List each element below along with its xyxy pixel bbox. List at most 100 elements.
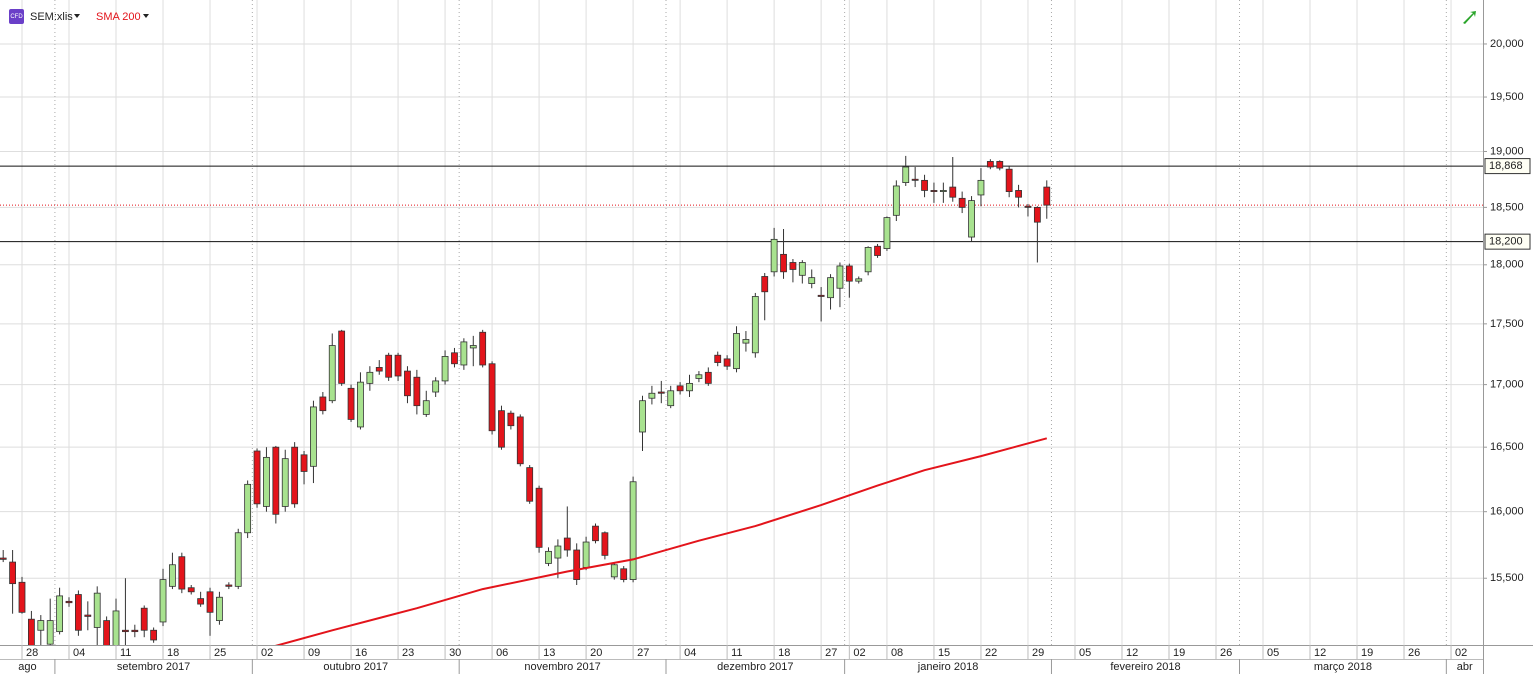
- x-tick-label: 11: [731, 647, 742, 659]
- plot-area: [0, 155, 1483, 645]
- x-tick-label: 05: [1267, 647, 1279, 659]
- candle-body: [93, 592, 101, 628]
- sma-line: [275, 437, 1048, 645]
- y-tick-label: 16,000: [1490, 506, 1524, 518]
- candle-body: [733, 333, 740, 370]
- candle-body: [874, 245, 881, 256]
- candle-body: [704, 371, 712, 384]
- candle-body: [1043, 186, 1051, 206]
- candle-body: [911, 178, 919, 181]
- x-tick-label: 13: [543, 647, 555, 659]
- trend-icon[interactable]: [1463, 11, 1476, 24]
- x-tick-label: 04: [73, 647, 85, 659]
- y-tick-label: 15,500: [1490, 572, 1524, 584]
- x-tick-label: 20: [590, 647, 602, 659]
- axes: 15,500 16,000 16,500 17,000 17,500 18,000 18,5…: [18, 38, 1531, 674]
- x-tick-label: 29: [1032, 647, 1044, 659]
- candle-body: [394, 354, 402, 377]
- candle-body: [930, 190, 938, 192]
- x-tick-label: 28: [26, 647, 38, 659]
- candle-body: [723, 358, 731, 367]
- candle-body: [178, 556, 186, 590]
- candle-body: [234, 532, 242, 587]
- candle-body: [253, 450, 261, 505]
- candle-body: [996, 161, 1004, 169]
- dropdown-arrow[interactable]: [74, 14, 80, 18]
- candle-body: [892, 185, 900, 216]
- badge: [9, 9, 24, 24]
- candle-body: [648, 392, 656, 399]
- x-tick-label: 18: [778, 647, 790, 659]
- x-tick-label: 23: [402, 647, 414, 659]
- candle-body: [780, 253, 787, 273]
- candle-body: [103, 620, 111, 645]
- x-tick-label: 26: [1220, 647, 1232, 659]
- candle-body: [582, 541, 590, 568]
- y-tick-label: 18,500: [1490, 201, 1524, 213]
- x-tick-label: 30: [449, 647, 461, 659]
- x-tick-label: 02: [261, 647, 273, 659]
- candle-body: [319, 396, 327, 412]
- candle-body: [65, 600, 73, 604]
- x-tick-label: 12: [1126, 647, 1138, 659]
- candle-body: [592, 525, 599, 542]
- candle-body: [883, 217, 891, 249]
- candle-body: [404, 370, 411, 397]
- x-tick-label: 19: [1361, 647, 1373, 659]
- candle-body: [789, 262, 797, 270]
- candle-body: [526, 467, 534, 502]
- candle-body: [479, 331, 487, 366]
- candle-body: [845, 265, 853, 282]
- candle-body: [770, 238, 778, 273]
- candle-body: [328, 345, 336, 402]
- month-label: outubro 2017: [323, 661, 388, 673]
- month-label: março 2018: [1314, 661, 1372, 673]
- candle-body: [864, 247, 872, 273]
- y-tick-label: 17,500: [1490, 318, 1524, 330]
- candle-body: [516, 416, 524, 465]
- y-tick-label: 17,000: [1490, 379, 1524, 391]
- y-tick-label: 19,000: [1490, 145, 1524, 157]
- candle-body: [629, 481, 637, 580]
- candle-body: [441, 356, 449, 382]
- x-tick-label: 27: [825, 647, 837, 659]
- candle-body: [554, 545, 562, 559]
- candle-body: [0, 557, 7, 560]
- candle-body: [357, 381, 364, 428]
- month-label: novembro 2017: [524, 661, 600, 673]
- candle-body: [751, 296, 759, 354]
- dropdown-arrow[interactable]: [143, 14, 149, 18]
- candle-body: [9, 561, 16, 585]
- candle-body: [742, 339, 750, 344]
- candle-body: [657, 391, 665, 394]
- badge-text: CFD: [10, 14, 23, 20]
- x-tick-label: 02: [853, 647, 865, 659]
- indicator-label[interactable]: SMA 200: [96, 11, 141, 23]
- candle-body: [798, 262, 806, 276]
- symbol-label[interactable]: SEM:xlis: [30, 11, 73, 23]
- level-label: 18,868: [1489, 160, 1523, 172]
- candle-body: [56, 595, 64, 633]
- candle-body: [18, 581, 26, 613]
- candle-body: [375, 367, 383, 372]
- y-tick-label: 20,000: [1490, 38, 1524, 50]
- candle-body: [112, 610, 120, 645]
- candle-body: [272, 446, 280, 515]
- candle-body: [939, 190, 947, 192]
- x-tick-label: 08: [891, 647, 903, 659]
- candle-body: [385, 354, 393, 378]
- candle-body: [695, 374, 703, 379]
- candle-body: [300, 454, 308, 472]
- x-tick-label: 15: [938, 647, 950, 659]
- x-tick-label: 27: [637, 647, 649, 659]
- candle-body: [206, 591, 214, 613]
- candle-body: [949, 186, 957, 198]
- x-tick-label: 05: [1079, 647, 1091, 659]
- candle-body: [563, 537, 571, 551]
- candle-body: [921, 179, 928, 191]
- candle-body: [422, 400, 430, 415]
- candle-body: [338, 330, 346, 384]
- candle-body: [808, 277, 816, 284]
